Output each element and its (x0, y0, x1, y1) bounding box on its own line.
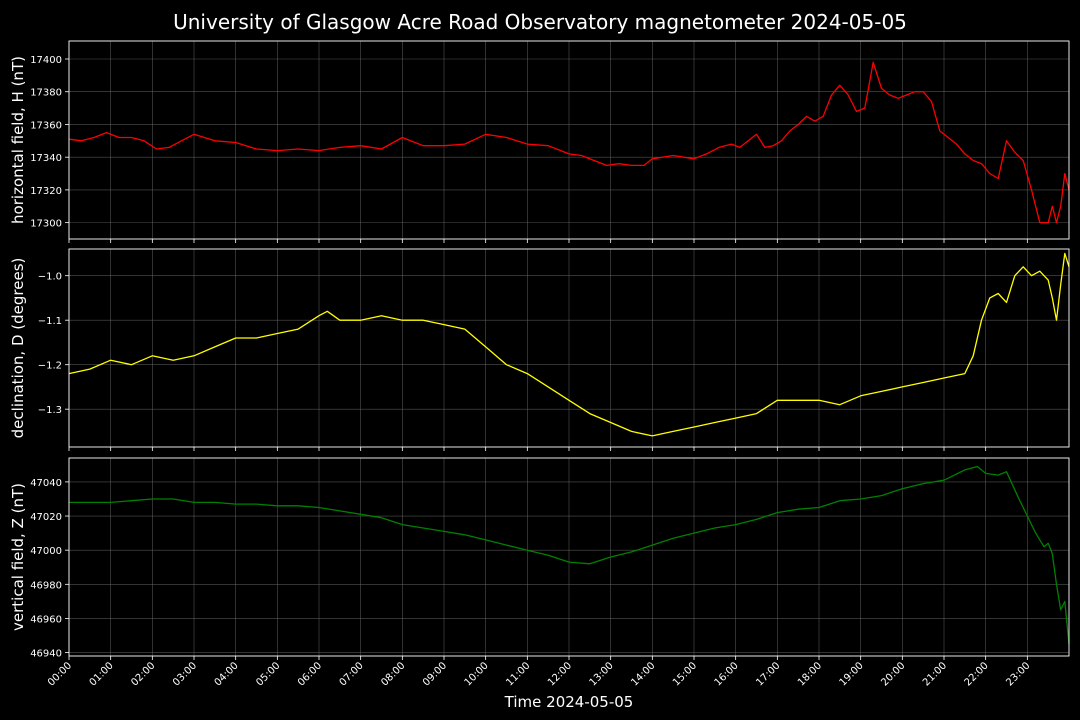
y-tick-label-z: 47000 (30, 546, 62, 557)
series-line-d (68, 252, 1070, 437)
y-axis-label-d: declination, D (degrees) (9, 258, 27, 439)
panel-h: 17300 17320 17340 17360 17380 17400horizontal… (9, 40, 1070, 243)
y-tick-label-h: 17320 (30, 186, 62, 197)
series-line-z (69, 465, 1070, 645)
y-tick-label-z: 46960 (30, 614, 62, 625)
y-tick-label-z: 46980 (30, 580, 62, 591)
y-tick-label-h: 17340 (30, 153, 62, 164)
y-tick-label-h: 17400 (30, 55, 62, 66)
y-tick-label-d: −1.2 (38, 361, 62, 372)
axes-frame-h (68, 40, 1070, 240)
y-axis-label-z: vertical field, Z (nT) (9, 483, 27, 631)
axes-frame-z (68, 457, 1070, 657)
y-tick-label-h: 17380 (30, 88, 62, 99)
series-line-h (68, 61, 1070, 224)
axes-frame-d (68, 248, 1070, 448)
y-tick-label-z: 47040 (30, 478, 62, 489)
y-tick-label-h: 17300 (30, 219, 62, 230)
x-axis-label: Time 2024-05-05 (504, 693, 634, 711)
chart-title: University of Glasgow Acre Road Observat… (173, 10, 907, 34)
y-tick-label-z: 46940 (30, 649, 62, 660)
y-tick-label-d: −1.0 (38, 272, 62, 283)
y-tick-label-h: 17360 (30, 120, 62, 131)
panel-d: −1.3 −1.2 −1.1 −1.0 declination, D (degrees) (9, 248, 1070, 451)
y-axis-label-h: horizontal field, H (nT) (9, 56, 27, 224)
y-tick-label-d: −1.3 (38, 405, 62, 416)
y-tick-label-z: 47020 (30, 512, 62, 523)
y-tick-label-d: −1.1 (38, 316, 62, 327)
